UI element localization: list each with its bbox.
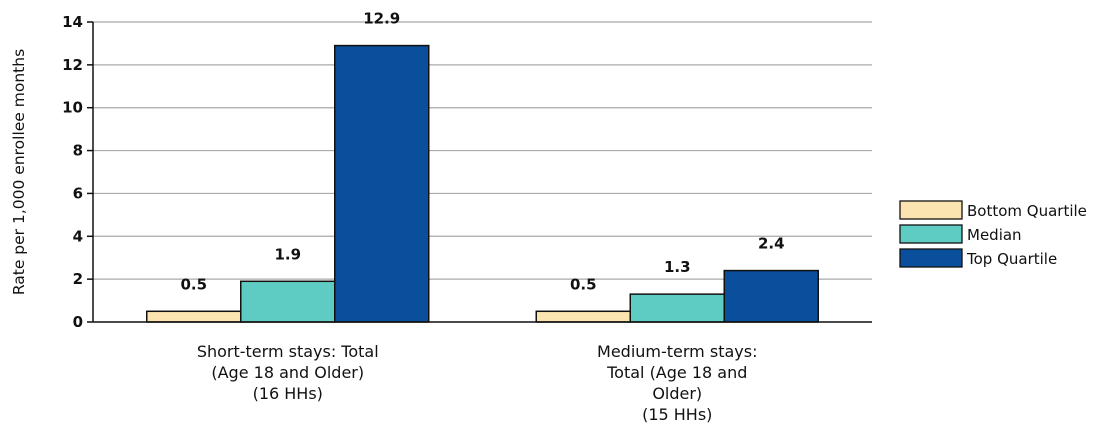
data-label: 0.5 [570,275,597,293]
bar-top-quartile [723,269,819,323]
x-category-label: Short-term stays: Total [197,342,379,361]
y-axis-label: Rate per 1,000 enrollee months [10,49,28,295]
grid-lines [93,21,872,280]
data-label: 0.5 [180,275,207,293]
bar-bottom-quartile [146,310,242,323]
x-category-label: Medium-term stays: [597,342,757,361]
y-tick-label: 4 [73,227,83,245]
legend-swatch [899,224,963,244]
y-tick-label: 14 [62,13,83,31]
bars [146,44,819,323]
x-category-label: (16 HHs) [253,384,323,403]
y-axis-ticks: 0 2 4 6 8 10 12 14 [62,13,93,331]
y-tick-label: 0 [73,313,83,331]
bar-bottom-quartile [535,310,631,323]
data-labels: 0.5 1.9 12.9 0.5 1.3 2.4 [180,10,784,294]
x-category-label: Older) [652,384,702,403]
data-label: 2.4 [758,235,785,253]
x-category-label: (Age 18 and Older) [211,363,364,382]
bar-median [240,280,336,323]
legend-label: Bottom Quartile [967,202,1087,220]
legend-label: Median [967,226,1022,244]
legend: Bottom Quartile Median Top Quartile [899,200,1087,268]
y-tick-label: 6 [73,184,83,202]
x-axis-category-labels: Short-term stays: Total (Age 18 and Older… [197,342,758,424]
y-tick-label: 8 [73,142,83,160]
y-tick-label: 2 [73,270,83,288]
bar-top-quartile [334,44,430,323]
bar-median [629,293,725,323]
legend-swatch [899,200,963,220]
data-label: 12.9 [363,10,400,28]
y-tick-label: 12 [62,56,83,74]
legend-label: Top Quartile [966,250,1057,268]
y-tick-label: 10 [62,99,83,117]
legend-swatch [899,248,963,268]
data-label: 1.9 [274,245,301,263]
x-category-label: (15 HHs) [642,405,712,424]
axes [92,22,872,323]
data-label: 1.3 [664,258,691,276]
x-category-label: Total (Age 18 and [606,363,747,382]
